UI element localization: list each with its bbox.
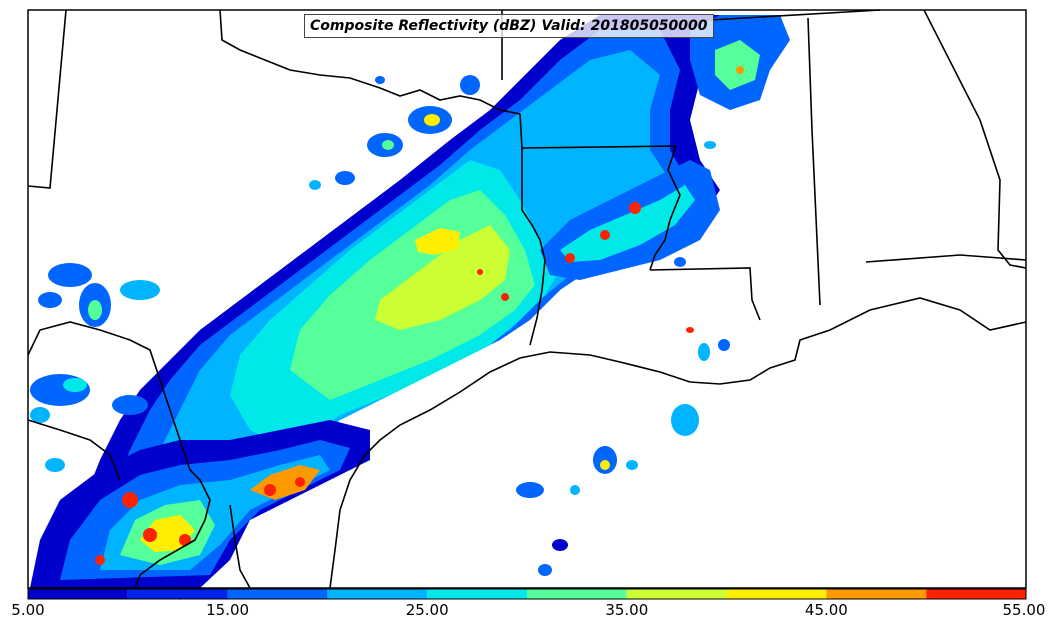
- colorbar-bin: [28, 589, 128, 599]
- echo-cell: [570, 485, 580, 495]
- colorbar-bin: [127, 589, 228, 599]
- reflectivity-layer: [30, 15, 790, 600]
- colorbar-bin: [726, 589, 827, 599]
- colorbar-tick-label: 55.00: [1002, 601, 1046, 619]
- echo-cell-core: [95, 555, 105, 565]
- coastline-mexico: [229, 504, 251, 589]
- echo-cell: [45, 458, 65, 472]
- echo-cluster-northeast-inner: [715, 40, 760, 90]
- colorbar-bin: [427, 589, 527, 599]
- echo-cell: [698, 343, 710, 361]
- colorbar-tick-label: 25.00: [405, 601, 449, 619]
- echo-cell-core: [264, 484, 276, 496]
- state-boundary-la-ms: [649, 267, 761, 321]
- state-boundary-ms-al: [807, 17, 821, 306]
- map-frame: [27, 9, 1027, 589]
- echo-cell: [718, 339, 730, 351]
- echo-cell: [626, 460, 638, 470]
- colorbar-tick-label: 35.00: [605, 601, 649, 619]
- echo-cell-core: [600, 230, 610, 240]
- state-boundary-fl: [865, 254, 1027, 263]
- state-boundary-west: [27, 9, 67, 189]
- echo-cell: [686, 327, 694, 333]
- echo-cell-core: [501, 293, 509, 301]
- echo-cell: [424, 114, 440, 126]
- echo-cell: [335, 171, 355, 185]
- border-mexico-state: [27, 419, 121, 481]
- echo-cell: [382, 140, 394, 150]
- echo-cell: [120, 280, 160, 300]
- echo-cell-core: [629, 202, 641, 214]
- colorbar-bin: [626, 589, 727, 599]
- colorbar-bin: [327, 589, 428, 599]
- echo-cell: [309, 180, 321, 190]
- state-boundary-mississippi-river: [649, 145, 681, 271]
- echo-cell: [516, 482, 544, 498]
- state-boundary-al-ga: [923, 9, 1027, 269]
- echo-cell: [112, 395, 148, 415]
- echo-cell-core: [179, 534, 191, 546]
- echo-cell-core: [477, 269, 483, 275]
- boundary-layer: [27, 9, 1027, 589]
- echo-core-yellow-green: [375, 225, 510, 330]
- echo-cell-core: [143, 528, 157, 542]
- echo-cell: [48, 263, 92, 287]
- border-rio-grande: [27, 321, 211, 589]
- colorbar-bin: [527, 589, 627, 599]
- echo-cell: [674, 257, 686, 267]
- echo-cell: [460, 75, 480, 95]
- echo-cell: [38, 292, 62, 308]
- echo-cell-core: [295, 477, 305, 487]
- echo-cell: [538, 564, 552, 576]
- colorbar-bin: [926, 589, 1026, 599]
- colorbar-bin: [826, 589, 927, 599]
- state-boundary-ark-la: [521, 145, 677, 149]
- state-boundary-red-river: [219, 9, 521, 115]
- echo-cell-core: [565, 253, 575, 263]
- echo-cell: [30, 407, 50, 423]
- echo-cell: [88, 300, 102, 320]
- echo-core-yellow: [415, 228, 460, 255]
- echo-cell: [63, 378, 87, 392]
- colorbar-bin: [227, 589, 328, 599]
- echo-cell-core: [122, 492, 138, 508]
- echo-cell: [704, 141, 716, 149]
- echo-cell: [671, 404, 699, 436]
- echo-cell: [375, 76, 385, 84]
- colorbar-tick-label: 45.00: [804, 601, 848, 619]
- colorbar-tick-label: 15.00: [206, 601, 250, 619]
- echo-cell: [552, 539, 568, 551]
- echo-cell-core: [736, 66, 744, 74]
- state-boundary-texas-east: [519, 113, 546, 346]
- colorbar-outline: [27, 588, 1027, 600]
- echo-cell: [600, 460, 610, 470]
- colorbar: [27, 588, 1027, 600]
- colorbar-tick-label: 5.00: [11, 601, 45, 619]
- coastline-gulf: [329, 297, 1027, 589]
- echo-cluster-louisiana-inner: [560, 185, 695, 262]
- map-title: Composite Reflectivity (dBZ) Valid: 2018…: [304, 14, 714, 38]
